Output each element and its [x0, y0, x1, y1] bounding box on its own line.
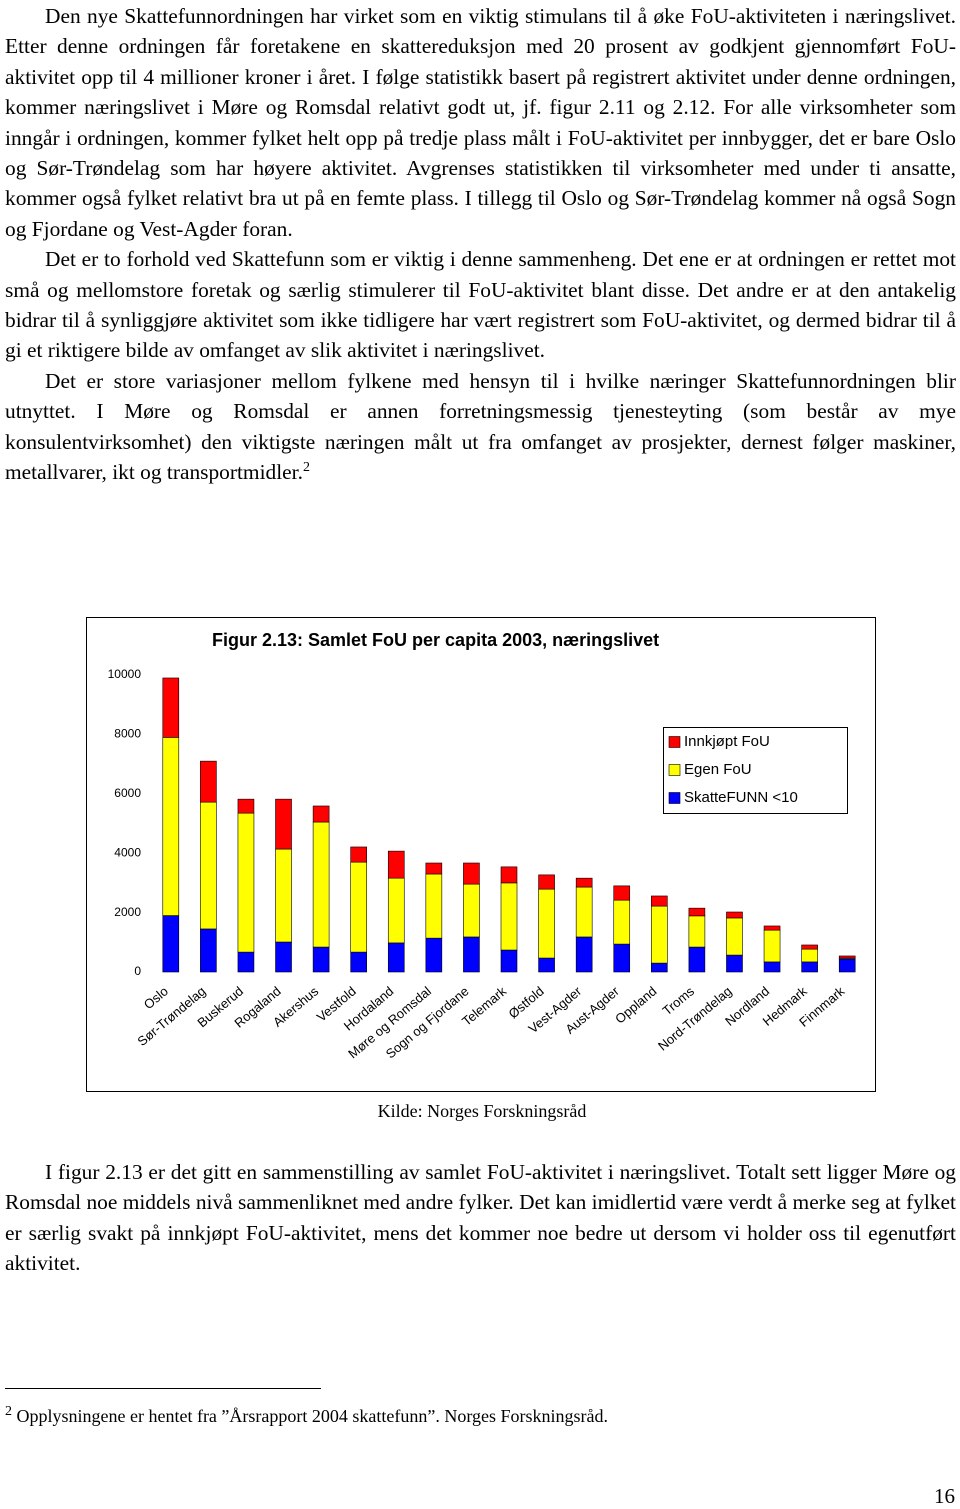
- y-tick-label: 6000: [114, 786, 141, 800]
- source: Kilde: Norges Forskningsråd: [378, 1101, 587, 1121]
- legend-label: SkatteFUNN <10: [684, 789, 798, 806]
- paragraph: Den nye Skattefunnordningen har virket s…: [5, 1, 956, 244]
- bar-segment: [162, 677, 180, 738]
- bar-segment: [538, 874, 555, 890]
- bar-segment: [575, 877, 593, 888]
- paragraph-text: Det er to forhold ved Skattefunn som er …: [5, 247, 956, 363]
- paragraph: Det er to forhold ved Skattefunn som er …: [5, 244, 956, 366]
- bar-segment: [763, 929, 781, 963]
- body-text: Den nye Skattefunnordningen har virket s…: [5, 1, 956, 488]
- bar-segment: [838, 955, 856, 959]
- bar-segment: [237, 951, 255, 973]
- bar-segment: [237, 798, 255, 814]
- legend-swatch: [668, 736, 681, 748]
- bar-segment: [726, 954, 743, 973]
- bar-segment: [651, 895, 668, 907]
- y-tick-label: 2000: [114, 905, 141, 919]
- bar-segment: [500, 949, 518, 973]
- bar-segment: [425, 937, 443, 973]
- y-tick-label: 4000: [114, 845, 141, 859]
- footnote-marker: 2: [5, 1404, 12, 1419]
- bar-segment: [838, 958, 856, 973]
- footnote: 2 Opplysningene er hentet fra ”Årsrappor…: [5, 1404, 609, 1427]
- bar-segment: [162, 915, 180, 973]
- y-tick-label: 10000: [108, 667, 142, 681]
- bar-segment: [763, 925, 781, 931]
- page-number: 16: [934, 1484, 955, 1508]
- bar-segment: [463, 862, 480, 885]
- chart-frame: [86, 617, 876, 1092]
- bar-segment: [575, 886, 593, 938]
- bar-segment: [613, 943, 631, 973]
- bar-segment: [312, 805, 330, 823]
- paragraph: I figur 2.13 er det gitt en sammenstilli…: [5, 1157, 956, 1279]
- bar-segment: [425, 862, 443, 875]
- bar-segment: [275, 798, 292, 850]
- footnote-text: Opplysningene er hentet fra ”Årsrapport …: [16, 1406, 609, 1426]
- bar-segment: [237, 812, 255, 953]
- bar-segment: [312, 821, 330, 948]
- bar-segment: [688, 915, 706, 948]
- y-tick-label: 0: [134, 964, 141, 978]
- bar-segment: [575, 936, 593, 973]
- bar-segment: [613, 885, 631, 901]
- bar-segment: [651, 962, 668, 973]
- bar-segment: [688, 907, 706, 917]
- footnote-ref: 2: [302, 459, 310, 475]
- bar-segment: [763, 961, 781, 973]
- bar-segment: [463, 883, 480, 938]
- bar-segment: [500, 866, 518, 884]
- paragraph-text: I figur 2.13 er det gitt en sammenstilli…: [5, 1160, 956, 1276]
- legend-label: Innkjøpt FoU: [684, 733, 770, 750]
- bar-segment: [688, 946, 706, 973]
- bar-segment: [387, 877, 405, 944]
- chart-title: Figur 2.13: Samlet FoU per capita 2003, …: [212, 630, 659, 650]
- bar-segment: [801, 961, 818, 973]
- bar-segment: [200, 928, 217, 973]
- bar-segment: [726, 917, 743, 956]
- paragraph-text: Den nye Skattefunnordningen har virket s…: [5, 4, 956, 241]
- bar-segment: [275, 941, 292, 973]
- bar-segment: [350, 846, 367, 863]
- bar-segment: [387, 942, 405, 973]
- bar-segment: [538, 888, 555, 959]
- chart: Figur 2.13: Samlet FoU per capita 2003, …: [86, 617, 876, 1121]
- body-text: I figur 2.13 er det gitt en sammenstilli…: [5, 1157, 956, 1279]
- footnote-rule: [5, 1388, 321, 1389]
- bar-segment: [801, 948, 818, 963]
- bar-segment: [350, 861, 367, 953]
- bar-segment: [200, 801, 217, 930]
- x-tick-label: Oppland: [612, 983, 659, 1026]
- bar-segment: [500, 882, 518, 951]
- bar-segment: [651, 905, 668, 964]
- x-tick-label: Oslo: [141, 983, 171, 1012]
- bar-segment: [387, 850, 405, 879]
- bar-segment: [350, 951, 367, 973]
- bar-segment: [463, 936, 480, 973]
- legend-label: Egen FoU: [684, 761, 752, 778]
- paragraph: Det er store variasjoner mellom fylkene …: [5, 366, 956, 488]
- legend-swatch: [668, 764, 681, 776]
- bar-segment: [613, 899, 631, 945]
- paragraph-text: Det er store variasjoner mellom fylkene …: [5, 368, 956, 485]
- bar-segment: [162, 737, 180, 916]
- bar-segment: [538, 957, 555, 973]
- legend-box: [663, 727, 848, 814]
- y-tick-label: 8000: [114, 727, 141, 741]
- bar-segment: [726, 911, 743, 919]
- bar-segment: [275, 848, 292, 943]
- bar-segment: [801, 944, 818, 950]
- legend-swatch: [668, 792, 681, 804]
- bar-segment: [200, 760, 217, 803]
- bar-segment: [425, 873, 443, 939]
- bar-segment: [312, 946, 330, 973]
